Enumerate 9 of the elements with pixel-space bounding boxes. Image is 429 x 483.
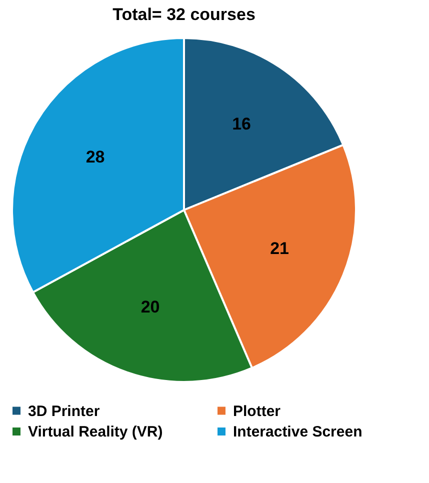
data-label: 28 bbox=[86, 147, 105, 166]
legend-label: 3D Printer bbox=[28, 402, 100, 420]
chart-title: Total= 32 courses bbox=[112, 5, 256, 24]
legend-label: Interactive Screen bbox=[233, 424, 362, 440]
legend-label: Plotter bbox=[233, 402, 281, 420]
data-label: 20 bbox=[140, 298, 160, 317]
data-label: 21 bbox=[270, 239, 289, 258]
data-label: 16 bbox=[232, 114, 251, 134]
legend-label: Virtual Reality (VR) bbox=[28, 424, 163, 440]
